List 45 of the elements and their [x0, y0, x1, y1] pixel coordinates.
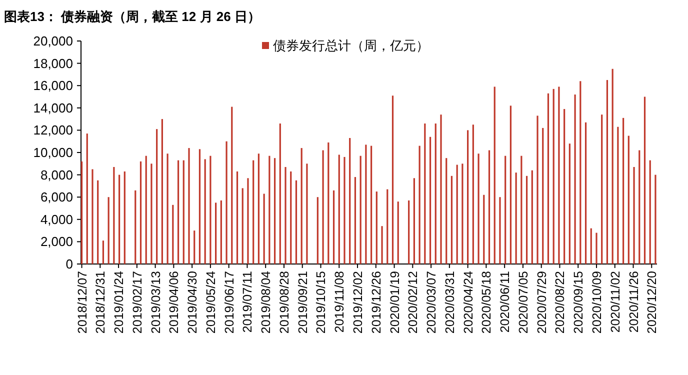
- x-tick-label: 2020/04/24: [461, 270, 476, 334]
- y-tick-label: 6,000: [40, 190, 73, 205]
- x-tick-label: 2019/03/13: [148, 270, 163, 334]
- x-tick-label: 2020/10/09: [590, 270, 604, 334]
- y-tick-label: 4,000: [40, 212, 73, 227]
- y-tick-label: 2,000: [40, 234, 73, 250]
- x-tick-label: 2020/06/11: [498, 270, 512, 333]
- x-tick-label: 2020/07/05: [516, 270, 530, 334]
- y-tick-label: 18,000: [33, 56, 73, 71]
- x-tick-label: 2019/04/06: [167, 270, 182, 334]
- x-tick-label: 2020/03/31: [442, 270, 457, 334]
- x-tick-label: 2020/09/15: [572, 270, 586, 334]
- x-tick-label: 2019/06/17: [222, 270, 236, 334]
- x-tick-label: 2020/11/02: [608, 270, 622, 333]
- x-tick-label: 2019/02/17: [130, 270, 144, 334]
- x-tick-label: 2019/01/24: [112, 270, 126, 334]
- x-tick-label: 2019/07/11: [240, 270, 255, 333]
- x-tick-label: 2019/09/21: [296, 270, 310, 334]
- x-tick-label: 2019/08/28: [277, 270, 292, 334]
- x-tick-label: 2020/02/12: [406, 270, 420, 334]
- y-tick-label: 16,000: [33, 78, 73, 94]
- chart-title: 图表13： 债券融资（周，截至 12 月 26 日）: [4, 9, 260, 24]
- y-tick-label: 20,000: [33, 34, 73, 48]
- x-tick-label: 2019/08/04: [259, 270, 274, 334]
- y-tick-label: 14,000: [33, 100, 73, 116]
- x-tick-label: 2019/05/24: [204, 270, 218, 334]
- x-tick-label: 2020/11/26: [626, 270, 641, 333]
- y-tick-label: 12,000: [33, 122, 73, 138]
- x-tick-label: 2020/08/22: [553, 270, 568, 334]
- x-tick-label: 2020/01/19: [388, 270, 402, 334]
- y-tick-label: 0: [66, 256, 73, 272]
- x-tick-label: 2019/12/26: [369, 270, 384, 334]
- legend-label: 债券发行总计（周，亿元）: [273, 38, 429, 53]
- x-tick-label: 2020/12/20: [645, 270, 660, 334]
- x-tick-label: 2020/05/18: [480, 270, 494, 334]
- x-tick-label: 2019/11/08: [332, 270, 347, 333]
- y-tick-label: 8,000: [40, 167, 73, 182]
- x-tick-label: 2018/12/31: [94, 270, 108, 334]
- x-tick-label: 2019/12/02: [351, 270, 366, 334]
- x-tick-label: 2018/12/07: [75, 270, 90, 334]
- x-tick-label: 2020/07/29: [534, 270, 549, 334]
- x-tick-label: 2019/04/30: [186, 270, 200, 334]
- x-tick-label: 2019/10/15: [314, 270, 328, 334]
- x-tick-label: 2020/03/07: [424, 270, 439, 334]
- y-tick-label: 10,000: [33, 145, 73, 160]
